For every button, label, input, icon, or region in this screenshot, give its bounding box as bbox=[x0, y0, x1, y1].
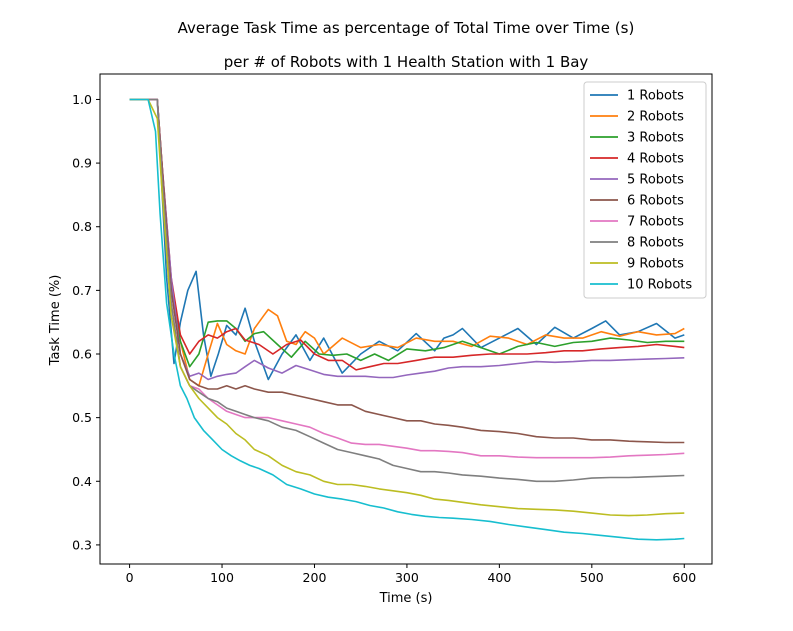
x-tick-label: 400 bbox=[487, 570, 511, 585]
legend-entry: 4 Robots bbox=[627, 152, 684, 167]
series-line-6 bbox=[129, 98, 685, 444]
legend-entry: 6 Robots bbox=[627, 194, 684, 209]
series-line-5 bbox=[129, 98, 685, 381]
series-line-4 bbox=[129, 98, 685, 371]
y-tick-label: 0.8 bbox=[72, 219, 92, 234]
plot-area: 0 100 200 300 400 500 600 0.3 0.4 0.5 0.6 0.7 0.8 0.9… bbox=[72, 73, 713, 585]
chart-subtitle: per # of Robots with 1 Health Station wi… bbox=[224, 53, 589, 71]
y-axis-label: Task Time (%) bbox=[48, 275, 63, 367]
x-tick-label: 200 bbox=[303, 570, 327, 585]
y-tick-label: 0.7 bbox=[72, 283, 92, 298]
legend-entry: 2 Robots bbox=[627, 110, 684, 125]
y-tick-label: 0.3 bbox=[72, 537, 92, 552]
series-line-9 bbox=[129, 98, 685, 517]
x-axis: 0 100 200 300 400 500 600 bbox=[126, 564, 696, 585]
axes-frame bbox=[99, 73, 713, 565]
y-tick-label: 0.6 bbox=[72, 347, 92, 362]
y-tick-label: 1.0 bbox=[72, 92, 92, 107]
legend-entry: 10 Robots bbox=[627, 278, 692, 293]
x-tick-label: 100 bbox=[210, 570, 234, 585]
series-line-10 bbox=[129, 98, 685, 541]
series-lines bbox=[129, 98, 685, 541]
legend-entry: 5 Robots bbox=[627, 173, 684, 188]
y-tick-label: 0.9 bbox=[72, 156, 92, 171]
y-tick-label: 0.4 bbox=[72, 474, 92, 489]
x-axis-label: Time (s) bbox=[379, 591, 433, 606]
chart-title: Average Task Time as percentage of Total… bbox=[178, 19, 635, 37]
x-tick-label: 600 bbox=[672, 570, 696, 585]
legend-entry: 3 Robots bbox=[627, 131, 684, 146]
legend-entry: 8 Robots bbox=[627, 236, 684, 251]
x-tick-label: 300 bbox=[395, 570, 419, 585]
legend-entry: 7 Robots bbox=[627, 215, 684, 230]
y-axis: 0.3 0.4 0.5 0.6 0.7 0.8 0.9 1.0 bbox=[72, 92, 100, 552]
y-tick-label: 0.5 bbox=[72, 410, 92, 425]
legend: 1 Robots 2 Robots 3 Robots 4 Robots 5 Robots… bbox=[583, 81, 707, 299]
legend-entry: 9 Robots bbox=[627, 257, 684, 272]
x-tick-label: 500 bbox=[580, 570, 604, 585]
x-tick-label: 0 bbox=[126, 570, 134, 585]
series-line-3 bbox=[129, 98, 685, 368]
legend-box bbox=[583, 81, 707, 299]
legend-entry: 1 Robots bbox=[627, 89, 684, 104]
